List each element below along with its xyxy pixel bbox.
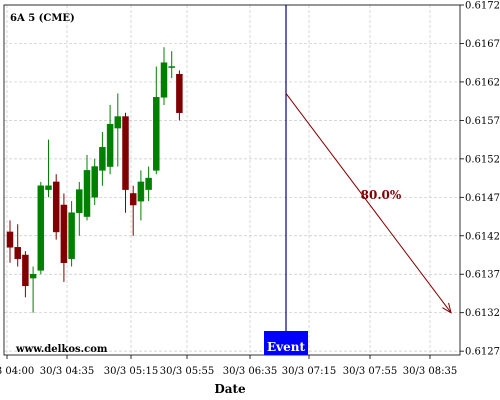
candle bbox=[122, 112, 129, 213]
watermark: www.delkos.com bbox=[15, 344, 108, 355]
candle bbox=[91, 158, 98, 205]
candle-body bbox=[176, 73, 183, 113]
candle bbox=[160, 47, 168, 105]
chart-title: 6A 5 (CME) bbox=[10, 13, 75, 24]
candle-body bbox=[168, 66, 175, 68]
candle-body bbox=[129, 193, 137, 206]
y-axis-ticks: 0.6172 0.6167 0.6162 0.6157 0.6152 0.6147 0.61… bbox=[460, 1, 500, 358]
candle-body bbox=[160, 62, 168, 98]
candle bbox=[45, 139, 52, 198]
candle bbox=[52, 174, 60, 240]
candle bbox=[99, 131, 106, 186]
y-tick-label: 0.6162 bbox=[465, 77, 500, 88]
candle bbox=[76, 181, 83, 236]
candles bbox=[6, 47, 183, 313]
event-marker: Event bbox=[264, 5, 308, 355]
x-tick-label: 30/3 07:55 bbox=[343, 366, 397, 377]
y-tick-label: 0.6172 bbox=[465, 1, 500, 12]
candle-body bbox=[52, 181, 60, 233]
candle bbox=[145, 166, 152, 202]
y-tick-label: 0.6127 bbox=[465, 347, 500, 358]
projection: 80.0% bbox=[285, 93, 452, 314]
candle bbox=[60, 193, 68, 282]
candle bbox=[14, 224, 21, 267]
x-tick-label: 30/3 05:55 bbox=[160, 366, 214, 377]
candle bbox=[6, 220, 14, 263]
candle bbox=[114, 93, 122, 167]
x-tick-label: 30/3 04:00 bbox=[0, 366, 34, 377]
candle-body bbox=[106, 123, 114, 167]
candle-body bbox=[76, 189, 83, 213]
candle-body bbox=[37, 185, 45, 271]
x-tick-label: 30/3 05:15 bbox=[104, 366, 158, 377]
x-tick-label: 30/3 06:35 bbox=[223, 366, 277, 377]
candle-body bbox=[114, 116, 122, 129]
candle bbox=[22, 251, 29, 298]
candle-body bbox=[83, 170, 91, 217]
y-tick-label: 0.6157 bbox=[465, 116, 500, 127]
x-tick-label: 30/3 04:35 bbox=[40, 366, 94, 377]
x-tick-label: 30/3 07:15 bbox=[282, 366, 336, 377]
event-box bbox=[264, 331, 308, 355]
candle-body bbox=[22, 254, 29, 287]
candle-body bbox=[122, 116, 129, 190]
candle-body bbox=[68, 212, 75, 260]
grid-lines bbox=[4, 4, 460, 355]
candle bbox=[29, 266, 37, 313]
candle-body bbox=[29, 273, 37, 279]
candle-body bbox=[60, 204, 68, 263]
candle bbox=[37, 181, 45, 275]
candle-body bbox=[145, 177, 152, 190]
candle-body bbox=[6, 231, 14, 248]
y-tick-label: 0.6137 bbox=[465, 270, 500, 281]
y-tick-label: 0.6167 bbox=[465, 39, 500, 50]
candle bbox=[168, 51, 175, 79]
projection-arrow-line bbox=[285, 93, 452, 313]
candle bbox=[106, 105, 114, 175]
x-axis-label: Date bbox=[214, 382, 246, 396]
y-tick-label: 0.6152 bbox=[465, 154, 500, 165]
candle bbox=[137, 170, 145, 221]
candle-body bbox=[137, 181, 145, 202]
candle-body bbox=[153, 97, 160, 171]
y-tick-label: 0.6142 bbox=[465, 231, 500, 242]
y-tick-label: 0.6132 bbox=[465, 308, 500, 319]
candle bbox=[153, 66, 160, 175]
event-label: Event bbox=[267, 340, 305, 354]
candle-body bbox=[14, 247, 21, 260]
candle-body bbox=[91, 166, 98, 198]
candle-body bbox=[45, 185, 52, 190]
projection-label: 80.0% bbox=[361, 188, 402, 202]
y-tick-label: 0.6147 bbox=[465, 193, 500, 204]
candle bbox=[129, 185, 137, 236]
candle-body bbox=[99, 147, 106, 171]
plot-frame bbox=[3, 4, 461, 356]
x-tick-label: 30/3 08:35 bbox=[403, 366, 457, 377]
candle bbox=[68, 201, 75, 267]
candle bbox=[83, 155, 91, 221]
candle bbox=[176, 70, 183, 121]
projection-arrow-head bbox=[442, 302, 452, 314]
